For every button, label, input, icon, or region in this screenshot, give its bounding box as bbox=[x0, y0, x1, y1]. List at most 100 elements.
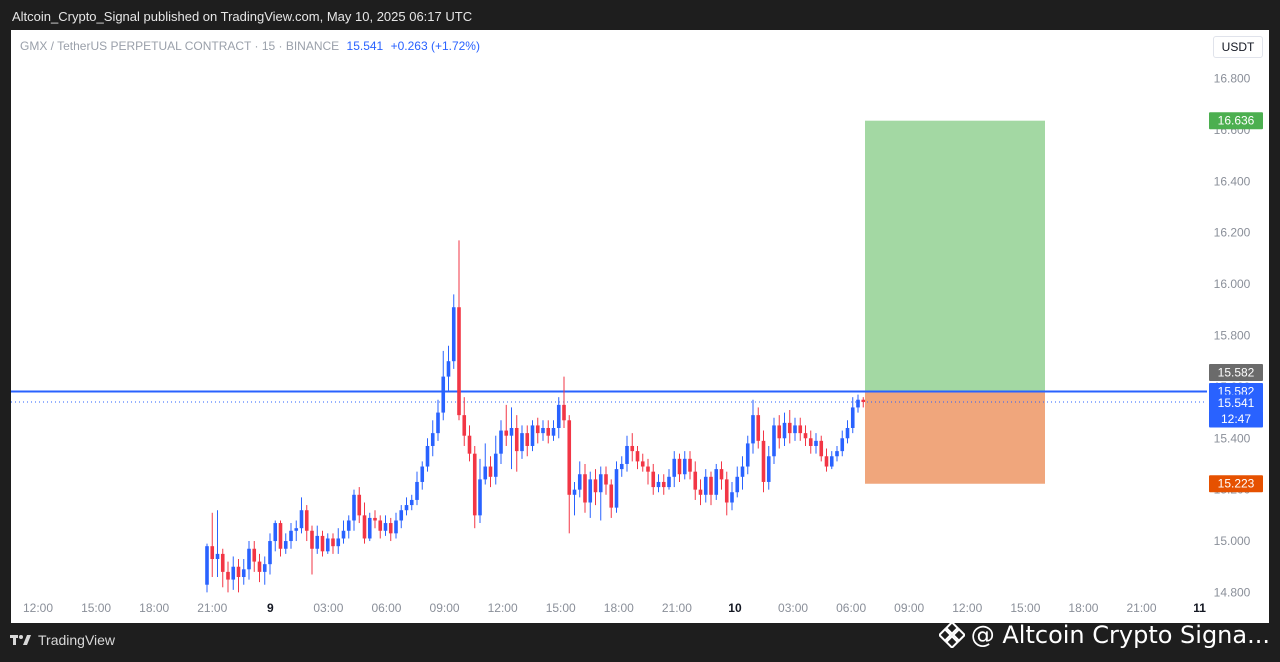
candle-body bbox=[472, 453, 477, 516]
candle-body bbox=[236, 566, 241, 578]
candle-body bbox=[829, 456, 834, 467]
candle-body bbox=[651, 471, 656, 488]
candle-body bbox=[808, 438, 813, 446]
candle-body bbox=[441, 376, 446, 413]
candle-body bbox=[824, 456, 829, 467]
candle-body bbox=[551, 427, 556, 436]
candle-body bbox=[420, 466, 425, 482]
time-tick: 18:00 bbox=[1068, 601, 1098, 615]
candle-body bbox=[341, 530, 346, 539]
candle-body bbox=[745, 443, 750, 467]
candle-body bbox=[514, 427, 519, 452]
candle-body bbox=[840, 438, 845, 452]
candle-body bbox=[546, 427, 551, 436]
publish-info: Altcoin_Crypto_Signal published on Tradi… bbox=[12, 9, 473, 24]
candle-body bbox=[714, 469, 719, 495]
time-tick: 03:00 bbox=[313, 601, 343, 615]
candle-body bbox=[462, 415, 467, 436]
candle-body bbox=[604, 474, 608, 485]
stop-price-label: 15.223 bbox=[1209, 475, 1263, 493]
candle-body bbox=[672, 458, 677, 477]
target-price-label: 16.636 bbox=[1209, 112, 1263, 130]
time-tick: 18:00 bbox=[604, 601, 634, 615]
time-tick: 03:00 bbox=[778, 601, 808, 615]
candle-body bbox=[703, 476, 708, 495]
candle-body bbox=[367, 517, 372, 539]
candle-body bbox=[315, 535, 320, 549]
candle-body bbox=[215, 553, 220, 560]
candle-body bbox=[835, 451, 839, 457]
time-tick: 12:00 bbox=[23, 601, 53, 615]
candle-body bbox=[614, 469, 619, 508]
candle-body bbox=[278, 523, 283, 549]
price-tick: 15.400 bbox=[1214, 431, 1251, 445]
candle-body bbox=[588, 479, 593, 503]
stop-zone[interactable] bbox=[865, 391, 1045, 484]
time-tick: 15:00 bbox=[1010, 601, 1040, 615]
candle-body bbox=[383, 523, 388, 531]
candle-body bbox=[709, 476, 713, 495]
candle-body bbox=[772, 425, 776, 457]
countdown-label: 12:47 bbox=[1209, 410, 1263, 428]
candle-body bbox=[698, 489, 703, 495]
tradingview-logo[interactable]: TradingView bbox=[10, 632, 115, 648]
grey-price-label: 15.582 bbox=[1209, 364, 1263, 382]
candle-body bbox=[766, 456, 771, 482]
candle-body bbox=[336, 538, 341, 547]
candle-body bbox=[630, 445, 635, 452]
candle-body bbox=[415, 481, 419, 500]
candle-body bbox=[619, 463, 624, 470]
currency-unit-button[interactable]: USDT bbox=[1213, 36, 1263, 58]
time-tick: 06:00 bbox=[371, 601, 401, 615]
chart-panel[interactable] bbox=[11, 30, 1269, 623]
candle-body bbox=[535, 425, 540, 434]
time-tick: 21:00 bbox=[1127, 601, 1157, 615]
time-axis[interactable]: 12:00 15:00 18:00 21:00 9 03:00 06:00 09:00 12:0… bbox=[23, 601, 1206, 615]
time-tick: 18:00 bbox=[139, 601, 169, 615]
candle-body bbox=[677, 458, 682, 475]
last-price-label: 15.541 bbox=[1209, 394, 1263, 412]
target-zone[interactable] bbox=[865, 120, 1045, 392]
time-tick: 10 bbox=[728, 601, 742, 615]
brand-name: TradingView bbox=[38, 632, 116, 648]
candle-body bbox=[751, 415, 755, 444]
candle-body bbox=[373, 517, 377, 521]
candle-body bbox=[247, 548, 251, 570]
time-tick: 06:00 bbox=[836, 601, 866, 615]
candle-body bbox=[730, 492, 734, 503]
candle-body bbox=[467, 435, 472, 454]
price-tick: 16.800 bbox=[1214, 72, 1251, 86]
time-tick: 11 bbox=[1193, 601, 1206, 615]
candle-body bbox=[409, 499, 414, 506]
candle-body bbox=[289, 530, 293, 542]
candle-body bbox=[241, 569, 246, 578]
bottom-bar bbox=[0, 623, 1280, 662]
candle-body bbox=[478, 479, 482, 516]
candle-body bbox=[425, 445, 430, 467]
candle-body bbox=[352, 494, 356, 521]
symbol-legend[interactable]: GMX / TetherUS PERPETUAL CONTRACT · 15 ·… bbox=[20, 39, 480, 53]
candle-body bbox=[404, 505, 409, 511]
candle-body bbox=[294, 528, 299, 531]
candle-body bbox=[362, 515, 367, 539]
candle-body bbox=[688, 458, 692, 472]
svg-text:12:47: 12:47 bbox=[1221, 412, 1251, 426]
candle-body bbox=[262, 564, 267, 572]
candle-body bbox=[656, 481, 661, 488]
candle-body bbox=[562, 404, 566, 421]
candle-body bbox=[283, 541, 288, 549]
candle-body bbox=[346, 520, 351, 531]
candle-body bbox=[299, 510, 304, 529]
candle-body bbox=[572, 489, 577, 495]
time-tick: 15:00 bbox=[81, 601, 111, 615]
candle-body bbox=[635, 451, 640, 462]
candle-body bbox=[724, 479, 729, 503]
candle-body bbox=[598, 474, 603, 493]
candle-body bbox=[509, 427, 514, 436]
candle-body bbox=[451, 307, 456, 362]
price-axis[interactable]: 16.80016.60016.40016.20016.00015.80015.6… bbox=[1214, 72, 1251, 600]
price-tick: 14.800 bbox=[1214, 585, 1251, 599]
time-tick: 12:00 bbox=[952, 601, 982, 615]
candle-body bbox=[609, 484, 614, 508]
